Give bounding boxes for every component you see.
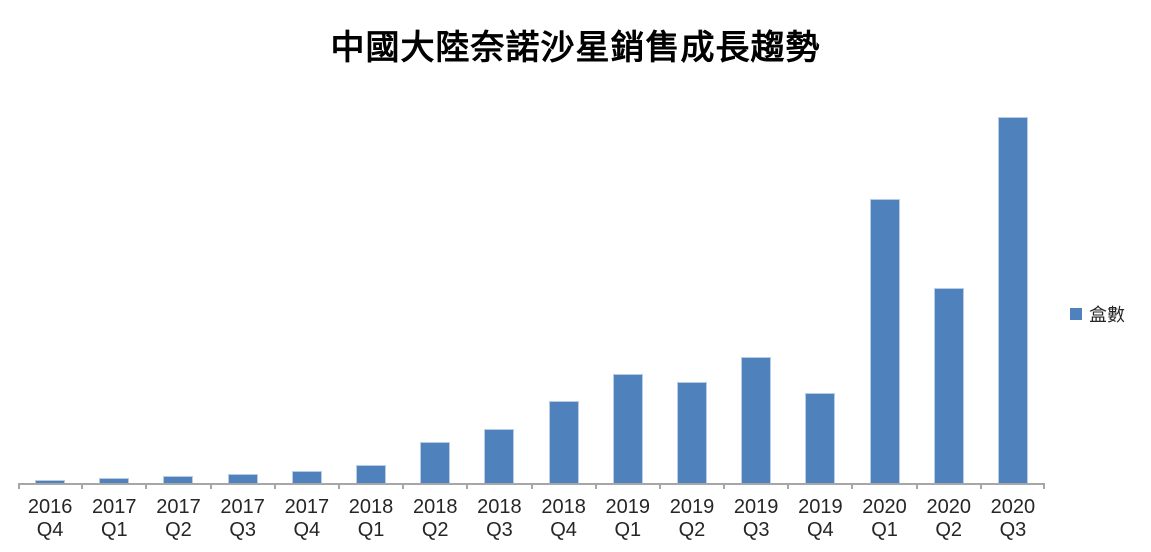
- x-axis-label: 2017 Q1: [92, 496, 137, 541]
- bar: [227, 474, 258, 483]
- bar-slot: [211, 95, 275, 483]
- x-axis-tick: [658, 483, 661, 489]
- x-axis-label: 2019 Q1: [605, 496, 651, 541]
- x-axis-label: 2020 Q1: [862, 496, 907, 541]
- bar: [612, 374, 643, 483]
- x-axis-label: 2020 Q3: [990, 496, 1036, 541]
- bar-slot: [467, 95, 531, 483]
- x-axis-tick: [18, 483, 20, 489]
- x-axis-tick: [915, 483, 918, 489]
- bar: [741, 357, 772, 483]
- bar-slot: [82, 95, 146, 483]
- bar: [933, 288, 964, 483]
- x-axis-tick: [402, 483, 405, 489]
- x-axis-tick: [209, 483, 212, 489]
- x-axis-label: 2018 Q3: [477, 496, 522, 541]
- bar-slot: [724, 95, 788, 483]
- bar: [997, 117, 1028, 483]
- bar-slot: [852, 95, 916, 483]
- x-axis-label: 2019 Q4: [798, 496, 843, 541]
- bar-slot: [596, 95, 660, 483]
- x-axis-label: 2020 Q2: [926, 496, 971, 541]
- bar: [163, 476, 194, 483]
- plot-area: 2016 Q4 2017 Q1 2017 Q2 2017 Q3 2017 Q4 2018 Q1 2018…: [18, 95, 1045, 541]
- x-axis-tick: [530, 483, 533, 489]
- bar-slot: [981, 95, 1045, 483]
- x-axis-tick: [787, 483, 790, 489]
- x-axis-label: 2017 Q4: [284, 496, 330, 541]
- x-axis-tick: [594, 483, 597, 489]
- x-axis-label: 2017 Q2: [156, 496, 201, 541]
- bar-slot: [275, 95, 339, 483]
- bar: [356, 465, 387, 483]
- x-axis-tick: [851, 483, 854, 489]
- x-axis-tick: [723, 483, 726, 489]
- bar-slot: [917, 95, 981, 483]
- bar: [420, 442, 451, 483]
- x-axis-label: 2018 Q4: [541, 496, 586, 541]
- x-axis-tick: [145, 483, 148, 489]
- x-axis-tick: [273, 483, 276, 489]
- bar-slot: [403, 95, 467, 483]
- bar-slot: [660, 95, 724, 483]
- bar-slot: [18, 95, 82, 483]
- bar: [869, 199, 900, 483]
- bar-slot: [146, 95, 210, 483]
- bar: [484, 429, 515, 483]
- bar-slot: [788, 95, 852, 483]
- x-axis-label: 2016 Q4: [27, 496, 73, 541]
- x-axis-tick: [979, 483, 982, 489]
- x-axis-label: 2019 Q3: [733, 496, 779, 541]
- bar-slot: [339, 95, 403, 483]
- bar: [548, 401, 579, 483]
- x-axis-tick: [1043, 483, 1045, 489]
- x-axis-label: 2018 Q1: [348, 496, 394, 541]
- legend: 盒數: [1070, 301, 1125, 327]
- x-axis-label: 2017 Q3: [220, 496, 265, 541]
- legend-swatch-icon: [1070, 308, 1082, 320]
- bar-slot: [532, 95, 596, 483]
- bar: [291, 471, 322, 483]
- x-axis-label: 2019 Q2: [669, 496, 715, 541]
- x-axis-tick: [466, 483, 469, 489]
- chart-title: 中國大陸奈諾沙星銷售成長趨勢: [330, 29, 821, 67]
- x-axis-tick: [81, 483, 84, 489]
- bar: [676, 382, 707, 483]
- x-axis-tick: [337, 483, 340, 489]
- bar: [805, 393, 836, 483]
- legend-label: 盒數: [1089, 305, 1125, 325]
- x-axis-label: 2018 Q2: [412, 496, 458, 541]
